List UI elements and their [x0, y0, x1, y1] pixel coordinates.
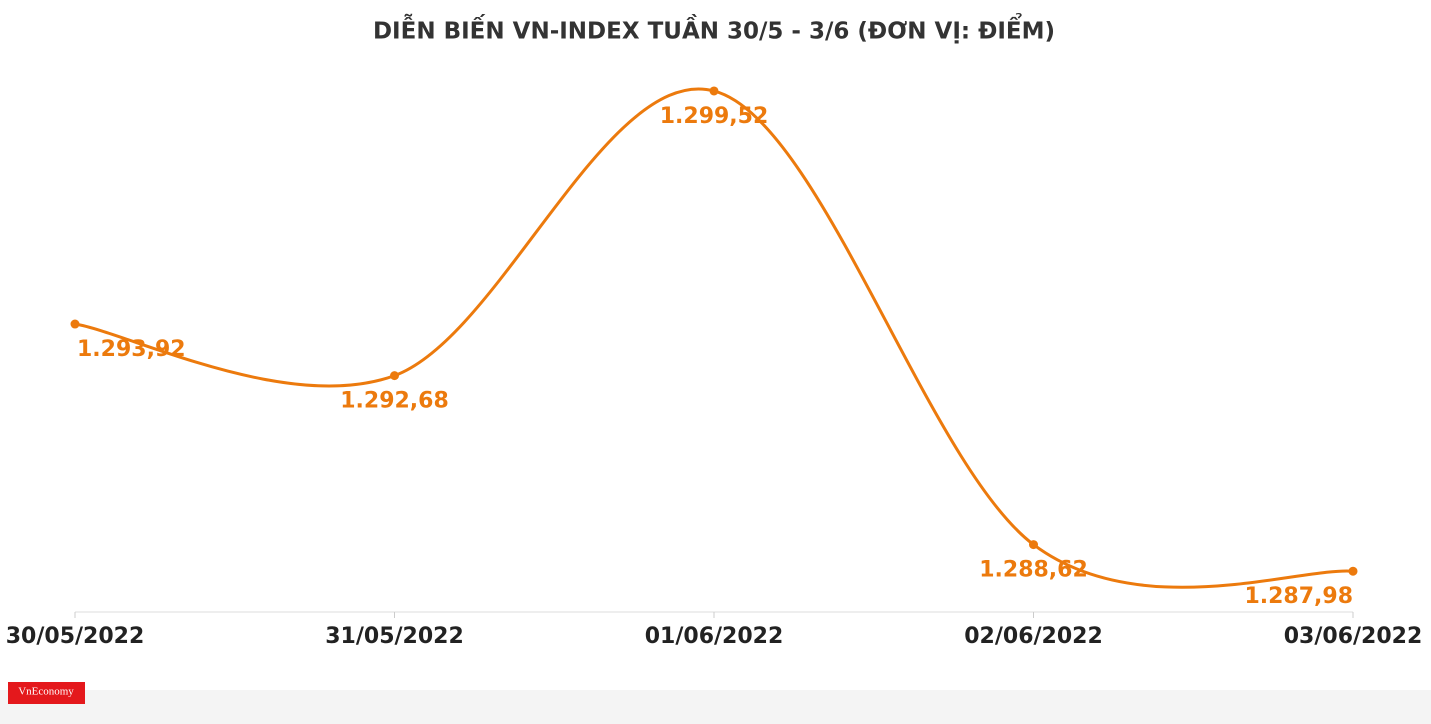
value-label: 1.287,98 — [1244, 584, 1353, 609]
point — [70, 319, 80, 329]
value-label: 1.292,68 — [340, 389, 449, 414]
x-tick-label: 30/05/2022 — [6, 624, 145, 649]
x-tick-label: 03/06/2022 — [1284, 624, 1423, 649]
x-tick-label: 02/06/2022 — [964, 624, 1103, 649]
value-label: 1.293,92 — [77, 337, 186, 362]
line — [74, 87, 1354, 589]
footer-band — [0, 690, 1431, 724]
logo-box — [8, 682, 85, 704]
point — [1029, 540, 1038, 550]
logo: VnEconomy — [18, 686, 74, 698]
value-label: 1.288,62 — [979, 558, 1088, 583]
x-tick-label: 31/05/2022 — [325, 624, 464, 649]
point — [709, 86, 719, 96]
chart-title: DIỄN BIẾN VN-INDEX TUẦN 30/5 - 3/6 (ĐƠN … — [373, 14, 1055, 45]
point — [390, 371, 399, 381]
point — [1348, 566, 1358, 576]
x-tick-label: 01/06/2022 — [645, 624, 784, 649]
value-label: 1.299,52 — [660, 104, 769, 129]
